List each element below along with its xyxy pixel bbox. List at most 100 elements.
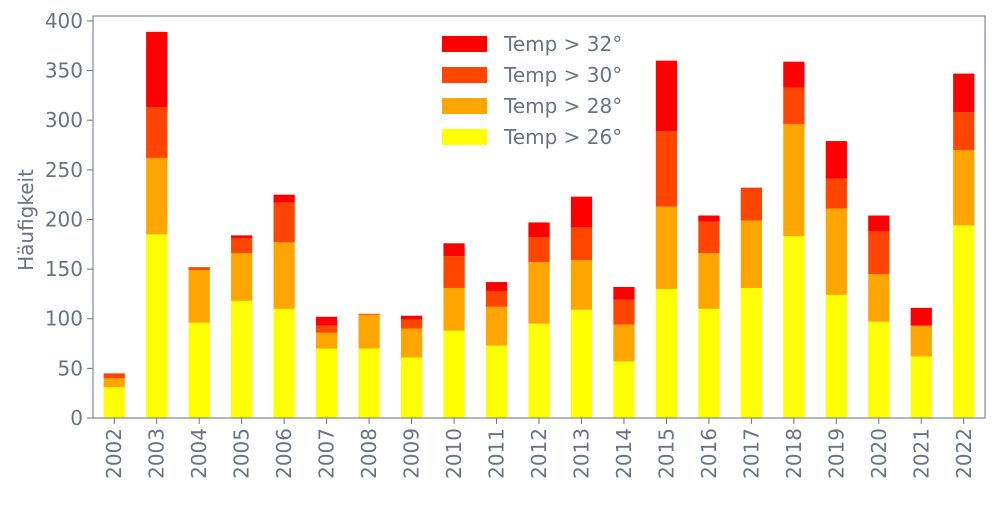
bar-segment-2022-series-2 — [953, 150, 975, 226]
bar-segment-2015-series-1 — [655, 288, 678, 418]
bar-segment-2005-series-2 — [231, 253, 253, 301]
bar-segment-2008-series-2 — [358, 314, 380, 349]
x-tick-label: 2020 — [867, 428, 891, 479]
legend-label: Temp > 32° — [503, 32, 622, 56]
bars-layer — [103, 31, 975, 418]
legend-label: Temp > 30° — [503, 63, 622, 87]
bar-segment-2012-series-1 — [528, 323, 550, 418]
bar-segment-2022-series-1 — [953, 225, 975, 418]
bar-segment-2017-series-1 — [740, 287, 762, 418]
bar-segment-2013-series-3 — [570, 227, 593, 261]
bar-segment-2009-series-4 — [400, 315, 423, 320]
y-tick-label: 0 — [70, 406, 83, 430]
bar-segment-2014-series-3 — [613, 299, 635, 325]
legend-swatch — [442, 67, 487, 83]
bar-segment-2016-series-1 — [698, 308, 720, 418]
bar-segment-2012-series-2 — [528, 262, 550, 324]
bar-segment-2011-series-1 — [485, 345, 508, 418]
bar-segment-2010-series-1 — [443, 330, 465, 418]
x-tick-label: 2017 — [739, 428, 763, 479]
y-tick-label: 250 — [45, 158, 83, 182]
bar-segment-2014-series-4 — [613, 286, 635, 300]
x-tick-label: 2014 — [612, 428, 636, 479]
bar-segment-2009-series-3 — [400, 319, 423, 329]
bar-segment-2012-series-4 — [528, 222, 550, 238]
bar-segment-2020-series-3 — [868, 231, 890, 275]
x-tick-label: 2012 — [527, 428, 551, 479]
bar-segment-2003-series-4 — [146, 31, 168, 108]
bar-segment-2008-series-1 — [358, 348, 380, 418]
bar-segment-2007-series-2 — [316, 332, 338, 349]
bar-segment-2019-series-2 — [825, 208, 847, 295]
bar-segment-2015-series-4 — [655, 60, 678, 132]
y-tick-label: 50 — [58, 356, 83, 380]
bar-segment-2005-series-1 — [231, 300, 253, 418]
y-tick-label: 350 — [45, 59, 83, 83]
bar-segment-2022-series-4 — [953, 73, 975, 113]
bar-segment-2009-series-1 — [400, 357, 423, 418]
bar-segment-2017-series-3 — [740, 188, 762, 221]
x-tick-label: 2013 — [569, 428, 593, 479]
y-tick-label: 400 — [45, 9, 83, 33]
bar-segment-2013-series-4 — [570, 196, 593, 228]
bar-segment-2020-series-2 — [868, 274, 890, 322]
x-tick-label: 2018 — [782, 428, 806, 479]
bar-segment-2016-series-4 — [698, 215, 720, 222]
legend-swatch — [442, 98, 487, 114]
bar-segment-2018-series-4 — [783, 61, 805, 88]
bar-segment-2004-series-1 — [188, 322, 210, 418]
bar-segment-2004-series-3 — [188, 267, 210, 271]
bar-segment-2007-series-1 — [316, 348, 338, 418]
y-tick-label: 100 — [45, 307, 83, 331]
x-tick-label: 2003 — [145, 428, 169, 479]
legend: Temp > 32° Temp > 30° Temp > 28° Temp > 26° — [442, 32, 622, 149]
x-tick-label: 2006 — [272, 428, 296, 479]
bar-segment-2019-series-3 — [825, 178, 847, 209]
bar-segment-2016-series-3 — [698, 221, 720, 254]
bar-segment-2011-series-4 — [485, 282, 508, 291]
bar-segment-2011-series-2 — [485, 306, 508, 346]
legend-label: Temp > 26° — [503, 125, 622, 149]
bar-segment-2004-series-2 — [188, 270, 210, 323]
bar-segment-2010-series-4 — [443, 243, 465, 257]
x-tick-label: 2002 — [102, 428, 126, 479]
legend-swatch — [442, 129, 487, 145]
legend-swatch — [442, 36, 487, 52]
y-tick-label: 300 — [45, 108, 83, 132]
bar-segment-2021-series-1 — [910, 356, 932, 418]
bar-segment-2012-series-3 — [528, 237, 550, 263]
bar-segment-2015-series-3 — [655, 131, 678, 207]
x-tick-label: 2010 — [442, 428, 466, 479]
bar-segment-2010-series-2 — [443, 287, 465, 331]
bar-segment-2006-series-2 — [273, 242, 295, 309]
x-tick-label: 2008 — [357, 428, 381, 479]
bar-segment-2002-series-3 — [103, 373, 125, 379]
bar-segment-2019-series-1 — [825, 294, 847, 418]
bar-segment-2015-series-2 — [655, 206, 678, 289]
bar-segment-2013-series-1 — [570, 309, 593, 418]
bar-segment-2016-series-2 — [698, 253, 720, 309]
bar-segment-2003-series-3 — [146, 107, 168, 158]
x-tick-label: 2021 — [909, 428, 933, 479]
bar-segment-2019-series-4 — [825, 141, 847, 179]
x-tick-label: 2009 — [400, 428, 424, 479]
bar-segment-2003-series-2 — [146, 157, 168, 235]
bar-segment-2020-series-1 — [868, 321, 890, 418]
bar-segment-2021-series-2 — [910, 325, 932, 357]
bar-segment-2003-series-1 — [146, 234, 168, 418]
x-tick-label: 2011 — [485, 428, 509, 479]
x-tick-label: 2015 — [654, 428, 678, 479]
bar-segment-2018-series-3 — [783, 87, 805, 125]
bar-segment-2021-series-4 — [910, 307, 932, 326]
bar-segment-2018-series-1 — [783, 236, 805, 418]
x-tick-label: 2005 — [230, 428, 254, 479]
bar-segment-2014-series-1 — [613, 361, 635, 418]
bar-segment-2002-series-1 — [103, 387, 125, 418]
y-tick-label: 150 — [45, 257, 83, 281]
bar-segment-2008-series-3 — [358, 313, 380, 315]
bar-segment-2017-series-2 — [740, 220, 762, 288]
x-tick-label: 2004 — [187, 428, 211, 479]
bar-segment-2005-series-3 — [231, 238, 253, 254]
